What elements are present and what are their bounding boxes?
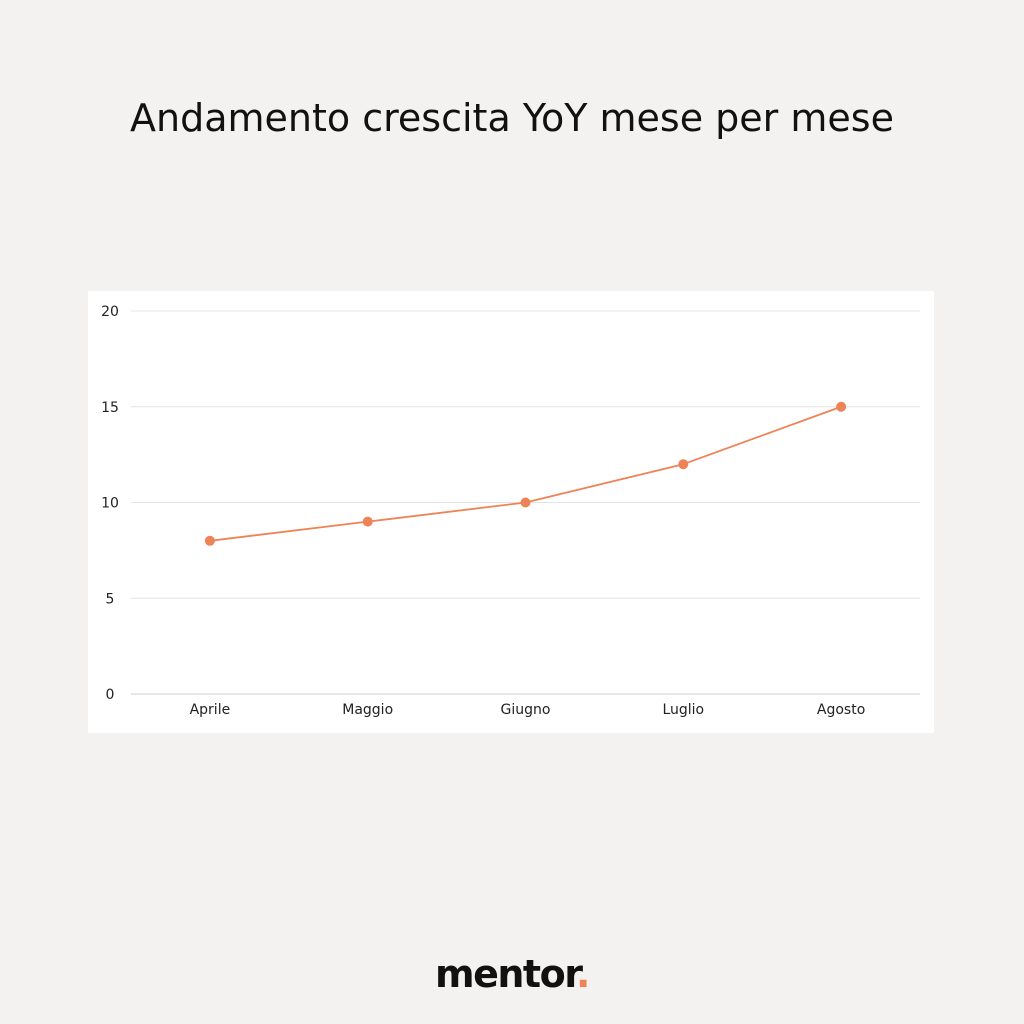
y-tick-label-20: 20 — [101, 304, 119, 320]
y-tick-label-5: 5 — [106, 591, 115, 607]
chart-card: 0 5 10 15 20 Aprile Maggio Giugno Luglio Agosto — [88, 291, 934, 733]
line-chart: 0 5 10 15 20 Aprile Maggio Giugno Luglio Agosto — [101, 304, 920, 718]
y-tick-label-0: 0 — [106, 687, 115, 703]
mentor-logo: mentor. — [0, 952, 1024, 996]
series-line-group — [209, 405, 842, 542]
y-tick-label-15: 15 — [101, 400, 119, 416]
x-axis-ticks: Aprile Maggio Giugno Luglio Agosto — [190, 702, 866, 718]
data-point-maggio — [362, 516, 373, 527]
logo-dot: . — [576, 952, 590, 996]
x-tick-label-aprile: Aprile — [190, 702, 231, 718]
y-axis-ticks: 0 5 10 15 20 — [101, 304, 119, 703]
data-point-agosto — [836, 401, 847, 412]
page-title: Andamento crescita YoY mese per mese — [130, 96, 894, 140]
x-tick-label-giugno: Giugno — [501, 702, 551, 718]
data-point-luglio — [678, 459, 689, 470]
series-line — [209, 405, 842, 542]
data-point-aprile — [204, 535, 215, 546]
y-tick-label-10: 10 — [101, 496, 119, 512]
series-points — [204, 401, 847, 546]
x-tick-label-luglio: Luglio — [662, 702, 704, 718]
data-point-giugno — [520, 497, 531, 508]
logo-text: mentor — [435, 952, 578, 996]
x-tick-label-agosto: Agosto — [817, 702, 865, 718]
x-tick-label-maggio: Maggio — [342, 702, 393, 718]
